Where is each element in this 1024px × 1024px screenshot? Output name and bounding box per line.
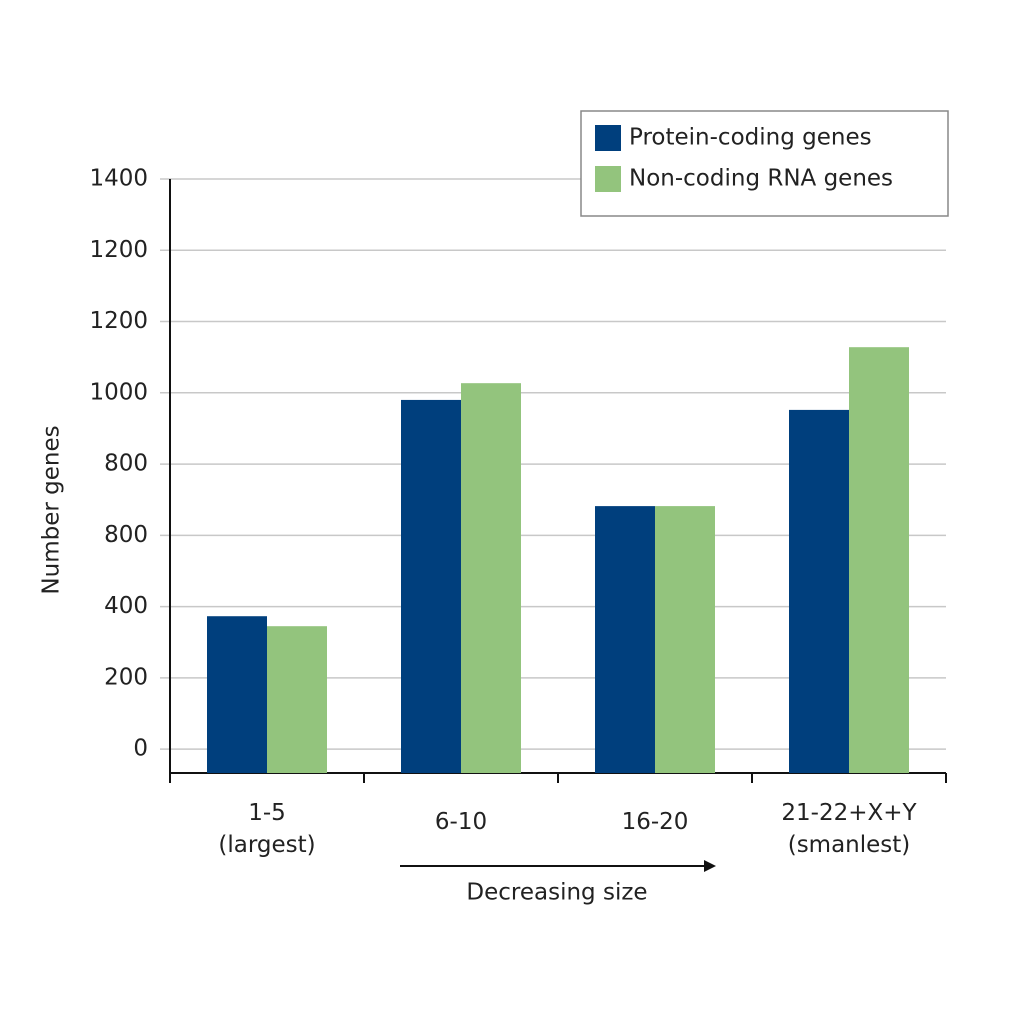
legend-box [580, 110, 949, 217]
x-tick-label: 16-20 [621, 809, 689, 835]
x-tick-label: 21-22+X+Y (smanlest) [781, 800, 917, 858]
y-tick-label: 1000 [89, 379, 148, 405]
bar [789, 409, 849, 773]
x-tick-label: 6-10 [434, 809, 488, 835]
x-tick-label: 1-5 (largest) [218, 800, 316, 858]
legend-swatch [595, 166, 621, 192]
legend-label: Protein-coding genes [629, 125, 872, 151]
bar [595, 506, 655, 773]
bar [849, 347, 909, 773]
arrow-head [704, 860, 716, 872]
y-tick-label: 1200 [89, 308, 148, 334]
y-tick-label: 1400 [89, 166, 148, 192]
y-axis-label: Number genes [39, 425, 65, 594]
y-tick-label: 800 [104, 522, 148, 548]
y-tick-label: 800 [104, 451, 148, 477]
y-tick-label: 1200 [89, 237, 148, 263]
annotation: Decreasing size [466, 880, 647, 906]
bar [267, 626, 327, 773]
y-tick-label: 0 [133, 736, 148, 762]
y-tick-label: 400 [104, 593, 148, 619]
bar [655, 506, 715, 773]
bar [461, 383, 521, 773]
bar [401, 399, 461, 773]
legend-swatch [595, 125, 621, 151]
legend-label: Non-coding RNA genes [629, 166, 893, 192]
bar [207, 616, 267, 773]
y-tick-label: 200 [104, 664, 148, 690]
